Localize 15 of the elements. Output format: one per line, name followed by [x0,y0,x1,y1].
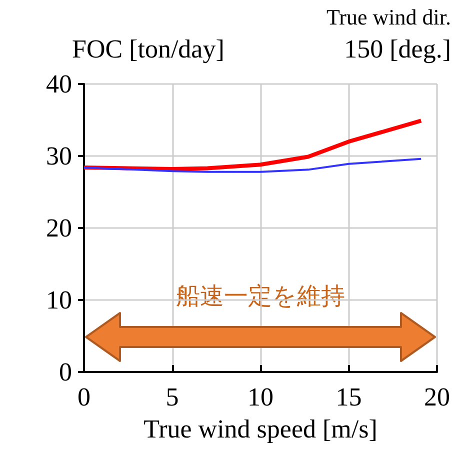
text: 150 [deg.] [344,34,452,64]
y-tick-label: 20 [46,214,72,242]
y-tick-label: 10 [46,286,72,314]
y-tick-label: 30 [46,142,72,170]
x-tick-label: 0 [78,382,90,412]
x-tick-label: 5 [166,382,179,412]
x-axis-title: True wind speed [m/s] [144,414,378,444]
x-tick-label: 20 [424,382,450,412]
x-tick-label: 10 [248,382,274,412]
y-axis-title: FOC [ton/day] [72,34,224,64]
text: True wind dir. [326,4,452,30]
y-tick-label: 40 [46,70,72,98]
y-tick-label: 0 [59,358,72,386]
line-series [83,158,422,173]
x-tick-label: 15 [336,382,362,412]
